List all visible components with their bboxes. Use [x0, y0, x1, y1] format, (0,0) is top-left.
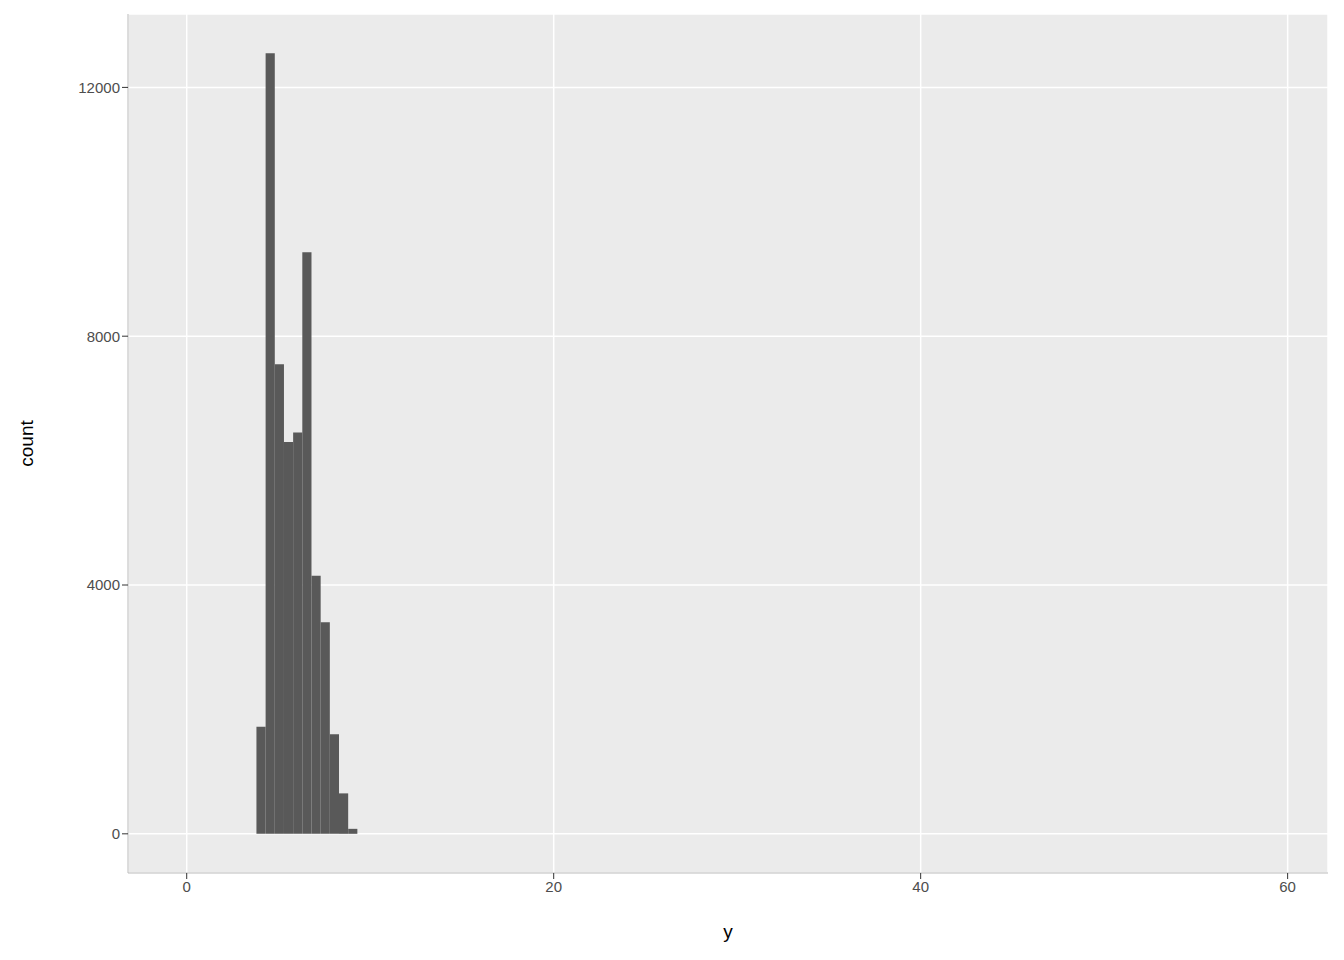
svg-text:4000: 4000	[87, 576, 120, 593]
svg-text:y: y	[723, 921, 733, 942]
svg-text:count: count	[16, 420, 37, 467]
svg-text:8000: 8000	[87, 328, 120, 345]
svg-text:0: 0	[183, 878, 191, 895]
svg-text:0: 0	[112, 825, 120, 842]
svg-text:20: 20	[545, 878, 562, 895]
svg-text:12000: 12000	[78, 79, 120, 96]
svg-text:40: 40	[912, 878, 929, 895]
svg-text:60: 60	[1279, 878, 1296, 895]
